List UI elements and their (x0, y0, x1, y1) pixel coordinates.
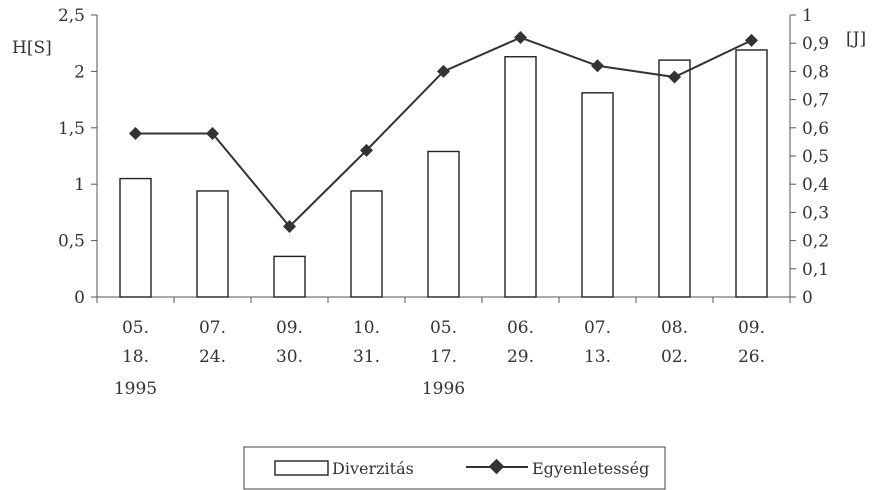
y-tick-label: 0,5 (58, 232, 85, 252)
bar-diverzitas (658, 59, 691, 298)
y2-tick-label: 0,8 (802, 62, 829, 82)
y2-axis-label: [J] (846, 29, 866, 49)
y-tick-label: 2 (74, 62, 85, 82)
x-tick-label-day: 24. (199, 347, 226, 367)
bar-diverzitas (427, 150, 460, 298)
x-tick-label-month: 07. (199, 318, 226, 338)
bar-diverzitas (350, 190, 383, 298)
y-tick-label: 2,5 (58, 6, 85, 26)
x-tick-label-month: 07. (584, 318, 611, 338)
marker-egyenletesseg (668, 70, 681, 84)
bar-diverzitas (581, 92, 614, 298)
y-tick-label: 1,5 (58, 119, 85, 139)
marker-egyenletesseg (360, 143, 373, 157)
legend-label-egyenletesseg: Egyenletesség (532, 459, 649, 478)
x-tick-label-day: 26. (738, 347, 765, 367)
bar-diverzitas (735, 49, 768, 298)
bar-diverzitas (273, 255, 306, 298)
legend: Diverzitás Egyenletesség (243, 446, 666, 490)
y2-tick-label: 0,9 (802, 34, 829, 54)
x-tick-label-day: 29. (507, 347, 534, 367)
x-tick-label-month: 09. (276, 318, 303, 338)
marker-egyenletesseg (591, 59, 604, 73)
legend-label-diverzitas: Diverzitás (332, 459, 414, 478)
legend-bar-swatch (274, 460, 329, 476)
x-year-label: 1995 (114, 379, 157, 399)
bar-diverzitas (196, 190, 229, 298)
y2-tick-label: 0,6 (802, 119, 829, 139)
y2-tick-label: 0,5 (802, 147, 829, 167)
y2-tick-label: 0,4 (802, 175, 829, 195)
x-tick-label-month: 05. (122, 318, 149, 338)
y2-tick-label: 0,1 (802, 260, 829, 280)
x-tick-label-month: 09. (738, 318, 765, 338)
y-tick-label: 1 (74, 175, 85, 195)
y2-tick-label: 0,7 (802, 91, 829, 111)
x-tick-label-day: 31. (353, 347, 380, 367)
x-tick-label-day: 18. (122, 347, 149, 367)
x-tick-label-day: 17. (430, 347, 457, 367)
bar-diverzitas (504, 56, 537, 298)
x-tick-label-day: 30. (276, 347, 303, 367)
y-tick-label: 0 (74, 288, 85, 308)
marker-egyenletesseg (745, 33, 758, 47)
y2-tick-label: 1 (802, 6, 813, 26)
y2-tick-label: 0 (802, 288, 813, 308)
marker-egyenletesseg (129, 126, 142, 140)
marker-egyenletesseg (283, 220, 296, 233)
x-tick-label-month: 10. (353, 318, 380, 338)
x-tick-label-month: 06. (507, 318, 534, 338)
marker-egyenletesseg (437, 64, 450, 78)
x-tick-label-day: 02. (661, 347, 688, 367)
bar-diverzitas (119, 177, 152, 298)
y-axis-label: H[S] (12, 38, 52, 58)
x-year-label: 1996 (422, 379, 465, 399)
x-tick-label-month: 05. (430, 318, 457, 338)
y2-tick-label: 0,3 (802, 203, 829, 223)
x-tick-label-day: 13. (584, 347, 611, 367)
marker-egyenletesseg (206, 126, 219, 140)
x-tick-label-month: 08. (661, 318, 688, 338)
y2-tick-label: 0,2 (802, 232, 829, 252)
marker-egyenletesseg (514, 31, 527, 45)
